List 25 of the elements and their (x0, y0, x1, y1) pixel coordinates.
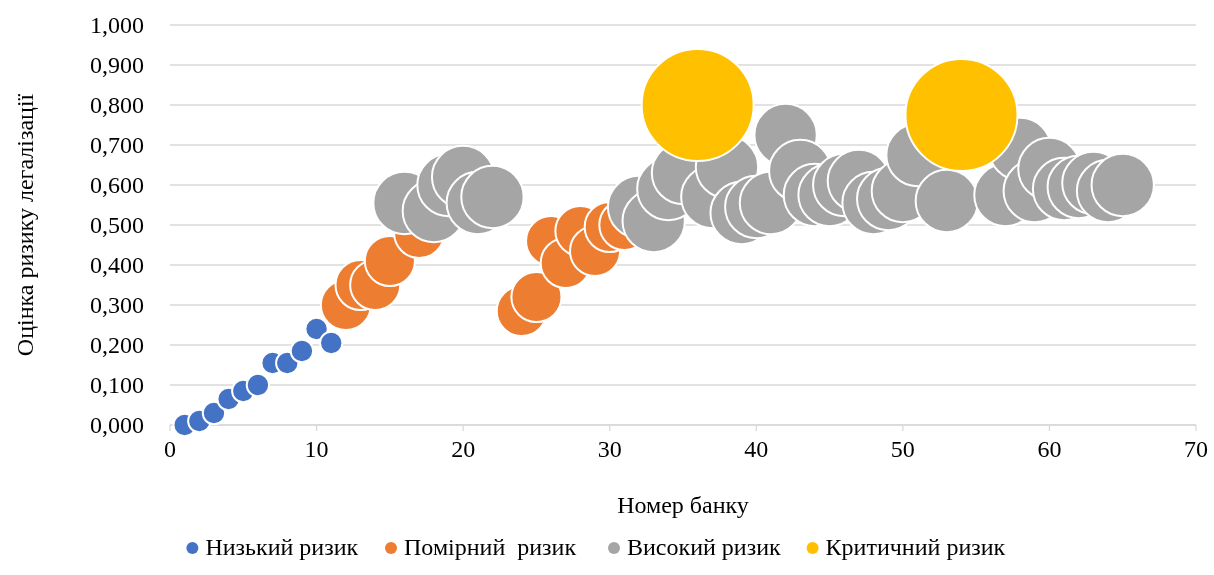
y-tick-label: 0,200 (90, 332, 144, 358)
y-tick-label: 0,400 (90, 252, 144, 278)
x-tick-label: 20 (451, 436, 476, 462)
x-tick-label: 40 (744, 436, 769, 462)
legend-label: Критичний ризик (825, 534, 1006, 560)
x-axis-title: Номер банку (617, 492, 749, 518)
y-tick-label: 0,300 (90, 292, 144, 318)
y-axis-title: Оцінка ризику легалізації (12, 93, 38, 357)
y-tick-label: 0,000 (90, 412, 144, 438)
legend-label: Помірний ризик (404, 534, 577, 560)
x-tick-label: 50 (890, 436, 915, 462)
x-tick-label: 60 (1037, 436, 1062, 462)
legend-label: Високий ризик (627, 534, 782, 560)
legend-label: Низький ризик (205, 534, 359, 560)
x-tick-label: 10 (304, 436, 329, 462)
y-tick-label: 0,500 (90, 212, 144, 238)
y-tick-label: 0,100 (90, 372, 144, 398)
y-tick-label: 0,600 (90, 172, 144, 198)
y-tick-label: 0,700 (90, 132, 144, 158)
x-tick-label: 70 (1184, 436, 1208, 462)
x-tick-label: 0 (164, 436, 176, 462)
y-tick-label: 0,900 (90, 52, 144, 78)
x-tick-label: 30 (597, 436, 622, 462)
y-tick-label: 0,800 (90, 92, 144, 118)
y-tick-label: 1,000 (90, 12, 144, 38)
